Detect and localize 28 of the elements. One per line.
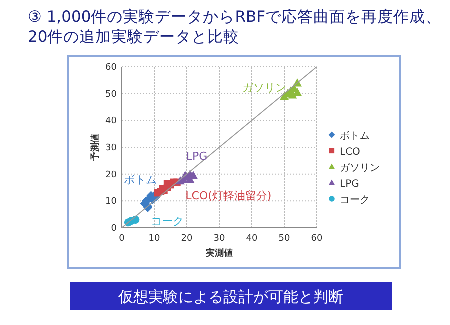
x-tick-label: 20 — [181, 234, 193, 244]
y-tick-label: 40 — [106, 116, 118, 127]
text: 仮想実験による設計が可能と判断 — [118, 288, 344, 306]
y-tick-label: 50 — [106, 90, 118, 100]
annotation: LCO(灯軽油留分) — [186, 189, 272, 202]
x-tick-label: 50 — [278, 234, 290, 244]
legend-label: コーク — [340, 195, 370, 206]
annotation: コーク — [151, 215, 184, 228]
x-axis-title: 実測値 — [205, 248, 233, 259]
x-tick-label: 10 — [148, 234, 160, 244]
x-tick-label: 40 — [246, 234, 258, 244]
legend-label: LCO — [340, 147, 361, 158]
x-tick-label: 60 — [311, 234, 323, 244]
annotation: ガソリン — [242, 82, 287, 95]
legend-label: LPG — [340, 179, 360, 190]
y-tick-label: 0 — [111, 224, 118, 234]
y-tick-label: 30 — [106, 144, 118, 154]
annotation: ボトム — [124, 173, 157, 186]
chart-title: ③ 1,000件の実験データからRBFで応答曲面を再度作成、20件の追加実験データと比較 — [28, 8, 442, 46]
y-tick-label: 10 — [106, 197, 118, 208]
x-tick-label: 30 — [214, 234, 226, 244]
y-axis-title: 予測値 — [90, 134, 101, 162]
legend-label: ガソリン — [340, 163, 380, 174]
legend-label: ボトム — [340, 131, 370, 142]
x-tick-label: 0 — [119, 234, 126, 244]
y-tick-label: 20 — [106, 170, 118, 180]
annotation: LPG — [186, 150, 208, 164]
y-tick-label: 60 — [106, 63, 118, 73]
